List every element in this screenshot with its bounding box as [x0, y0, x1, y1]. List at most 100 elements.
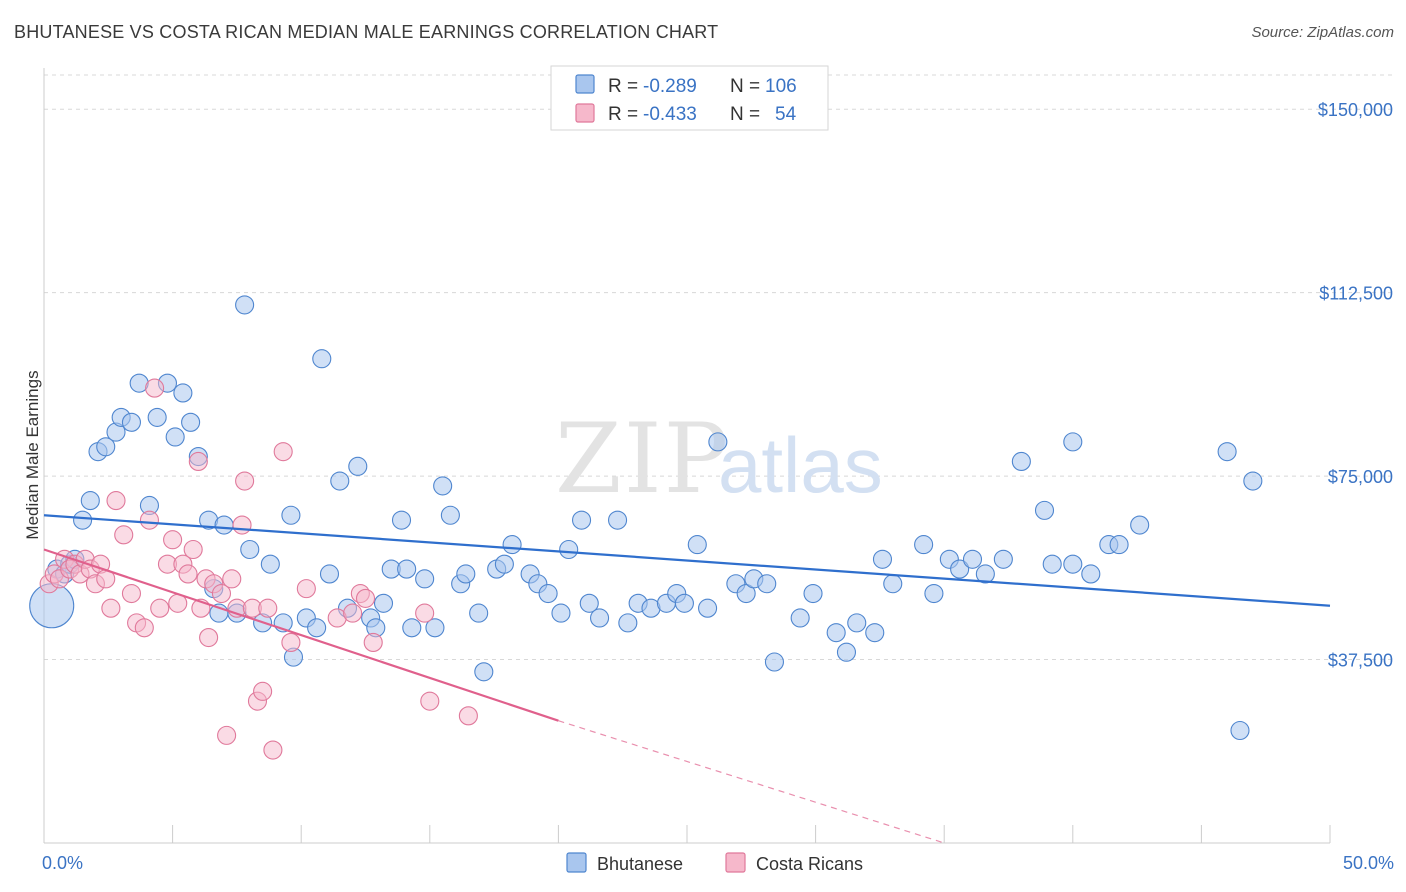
- costa-rican-point: [211, 583, 232, 604]
- watermark: ZIP atlas: [555, 403, 883, 515]
- bhutanese-point: [618, 613, 638, 633]
- bhutanese-point: [865, 623, 885, 643]
- bhutanese-point: [559, 539, 579, 560]
- bhutanese-point: [1081, 564, 1101, 584]
- bhutanese-point: [1034, 500, 1055, 520]
- costa-rican-point: [178, 564, 198, 584]
- bhutanese-point: [1130, 515, 1150, 535]
- bhutanese-point: [538, 583, 558, 604]
- bhutanese-point: [181, 412, 201, 432]
- bhutanese-point: [235, 295, 255, 315]
- bhutanese-point: [826, 623, 846, 643]
- bhutanese-point: [214, 515, 234, 535]
- legend-top: R = -0.289 N = 106 R = -0.433 N = 54: [550, 65, 829, 131]
- bhutanese-point: [307, 618, 327, 638]
- axes: [43, 68, 1331, 844]
- y-tick-label: $150,000: [1318, 100, 1393, 120]
- bhutanese-point: [803, 583, 823, 604]
- bhutanese-point: [836, 642, 857, 662]
- bhutanese-point: [456, 564, 476, 584]
- costa-rican-point: [183, 539, 203, 560]
- grid-lines: [44, 74, 1393, 661]
- bhutanese-point: [73, 510, 93, 530]
- y-tick-labels: $37,500 $75,000 $112,500 $150,000: [1318, 100, 1393, 670]
- costa-rican-point: [355, 588, 376, 608]
- costa-rican-point: [163, 530, 183, 550]
- bhutanese-point: [494, 554, 514, 574]
- bhutanese-points: [29, 295, 1263, 741]
- legend-bottom: Bhutanese Costa Ricans: [566, 852, 863, 874]
- bhutanese-point: [757, 574, 777, 594]
- bhutanese-point: [415, 569, 435, 589]
- legend-r-label-bhutanese: R =: [608, 76, 638, 97]
- costa-rican-point: [296, 579, 316, 599]
- costa-rican-point: [415, 603, 435, 623]
- bhutanese-point: [281, 505, 301, 525]
- bhutanese-point: [1063, 554, 1083, 574]
- bhutanese-point: [736, 583, 756, 604]
- bhutanese-point: [708, 432, 728, 452]
- bhutanese-point: [502, 535, 522, 555]
- bhutanese-point: [319, 564, 340, 584]
- costa-rican-point: [263, 740, 283, 760]
- bhutanese-point: [469, 603, 489, 623]
- costa-rican-trend-line: [43, 548, 559, 722]
- bhutanese-point: [1042, 554, 1062, 574]
- costa-rican-point: [258, 598, 278, 618]
- bhutanese-point: [790, 608, 810, 628]
- legend-bottom-label-costa-rican: Costa Ricans: [756, 854, 863, 874]
- bhutanese-point: [1243, 471, 1263, 491]
- costa-rican-point: [363, 632, 383, 652]
- bhutanese-point: [847, 613, 867, 633]
- bhutanese-point: [674, 593, 694, 613]
- legend-bottom-swatch-costa-rican: [725, 852, 746, 873]
- y-tick-label: $37,500: [1328, 651, 1393, 671]
- y-tick-label: $112,500: [1319, 284, 1393, 304]
- bhutanese-point: [764, 652, 784, 672]
- bhutanese-point: [312, 349, 332, 369]
- bhutanese-trend-line: [43, 514, 1331, 607]
- costa-rican-point: [232, 515, 252, 535]
- bhutanese-point: [1217, 442, 1237, 462]
- bhutanese-point: [474, 662, 494, 682]
- bhutanese-point: [373, 593, 394, 613]
- legend-bottom-swatch-bhutanese: [566, 852, 587, 873]
- legend-r-label-costa-rican: R =: [608, 104, 638, 125]
- bhutanese-point: [571, 510, 592, 530]
- bhutanese-point: [425, 618, 445, 638]
- costa-rican-point: [150, 598, 170, 618]
- costa-rican-point: [199, 627, 219, 648]
- bhutanese-point: [80, 491, 100, 511]
- costa-rican-point: [235, 471, 255, 491]
- y-tick-label: $75,000: [1328, 467, 1393, 487]
- costa-rican-point: [139, 510, 160, 530]
- bhutanese-point: [173, 383, 193, 403]
- costa-rican-point: [114, 525, 134, 545]
- bhutanese-point: [975, 564, 995, 584]
- costa-rican-point: [273, 442, 293, 462]
- bhutanese-point: [240, 539, 260, 560]
- bhutanese-point: [1109, 535, 1129, 555]
- costa-rican-point: [222, 569, 242, 589]
- bhutanese-point: [551, 603, 571, 623]
- costa-rican-point: [188, 451, 208, 471]
- bhutanese-point: [962, 549, 983, 569]
- costa-rican-point: [121, 583, 141, 604]
- bhutanese-point: [397, 559, 417, 579]
- bhutanese-point: [260, 554, 280, 574]
- legend-n-label-costa-rican: N =: [730, 104, 760, 125]
- bhutanese-point: [872, 549, 893, 569]
- source-label: Source: ZipAtlas.com: [1251, 24, 1394, 41]
- bhutanese-point: [590, 608, 610, 628]
- bhutanese-point: [698, 598, 718, 618]
- bhutanese-point: [165, 427, 185, 447]
- costa-rican-point: [145, 378, 165, 398]
- bhutanese-point: [883, 574, 903, 594]
- bhutanese-point: [950, 559, 970, 579]
- bhutanese-point: [121, 412, 141, 432]
- bhutanese-point: [924, 583, 944, 604]
- bhutanese-point: [96, 437, 116, 457]
- x-tick-label-max: 50.0%: [1343, 853, 1394, 873]
- legend-n-value-costa-rican: 54: [775, 104, 797, 125]
- x-tick-label-min: 0.0%: [42, 853, 83, 873]
